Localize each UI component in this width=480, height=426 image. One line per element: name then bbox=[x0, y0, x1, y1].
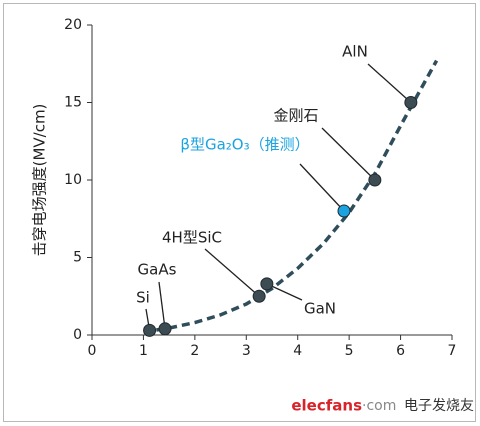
watermark-domain: ·com bbox=[362, 398, 396, 414]
point-label: β型Ga₂O₃（推测） bbox=[180, 136, 309, 154]
y-axis-label: 击穿电场强度(MV/cm) bbox=[31, 104, 49, 257]
y-tick-label: 5 bbox=[73, 250, 82, 266]
frame bbox=[3, 3, 476, 422]
point-label: AlN bbox=[342, 43, 368, 61]
x-tick-label: 2 bbox=[190, 343, 199, 359]
point bbox=[158, 322, 172, 336]
x-tick-label: 4 bbox=[293, 343, 302, 359]
x-tick-label: 0 bbox=[88, 343, 97, 359]
leader-line bbox=[299, 163, 345, 212]
point-label: 4H型SiC bbox=[162, 229, 222, 247]
x-tick-label: 7 bbox=[448, 343, 457, 359]
point bbox=[143, 323, 157, 337]
y-tick-label: 15 bbox=[64, 95, 82, 111]
y-tick-label: 0 bbox=[73, 327, 82, 343]
point-label: 金刚石 bbox=[273, 107, 318, 125]
point-label: Si bbox=[136, 289, 150, 307]
watermark-name: 电子发烧友 bbox=[404, 398, 474, 414]
point bbox=[337, 204, 351, 218]
point bbox=[252, 289, 266, 303]
leader-line bbox=[158, 281, 166, 329]
point-label: GaN bbox=[304, 300, 336, 318]
x-tick-label: 3 bbox=[242, 343, 251, 359]
leader-line bbox=[321, 127, 376, 181]
y-tick-label: 20 bbox=[64, 17, 82, 33]
leader-line bbox=[367, 63, 412, 103]
x-tick-label: 1 bbox=[139, 343, 148, 359]
watermark-site: elecfans bbox=[291, 397, 362, 415]
x-tick-label: 5 bbox=[345, 343, 354, 359]
point bbox=[260, 277, 274, 291]
point bbox=[404, 96, 418, 109]
y-tick-label: 10 bbox=[64, 172, 82, 188]
point bbox=[368, 173, 382, 187]
fit-curve bbox=[143, 59, 439, 334]
point-label: GaAs bbox=[138, 261, 177, 279]
leader-line bbox=[204, 248, 260, 297]
x-tick-label: 6 bbox=[396, 343, 405, 359]
